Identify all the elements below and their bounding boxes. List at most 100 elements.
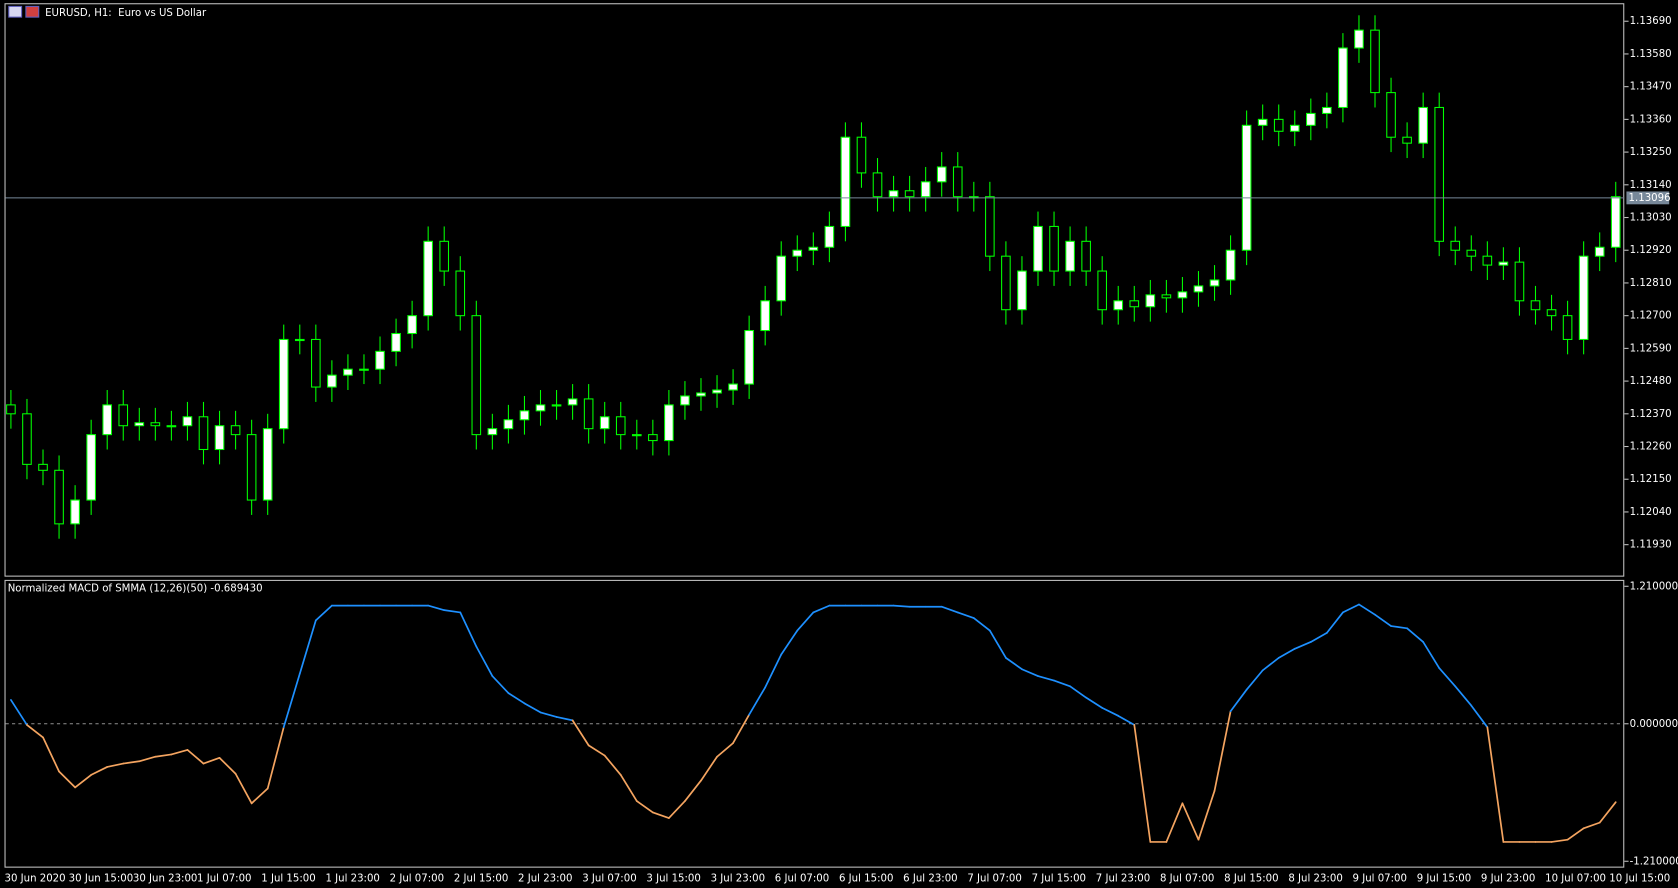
x-tick-label: 8 Jul 15:00 xyxy=(1224,873,1278,884)
indicator-segment xyxy=(74,774,93,789)
symbol-icon xyxy=(8,5,40,18)
candle-body xyxy=(1145,294,1156,308)
indicator-segment xyxy=(218,757,237,775)
candle-body xyxy=(1097,270,1108,311)
candle-body xyxy=(1177,291,1188,299)
candle-body xyxy=(455,270,466,317)
x-tick-label: 1 Jul 23:00 xyxy=(325,873,379,884)
indicator-segment xyxy=(443,609,462,614)
x-tick-label: 7 Jul 15:00 xyxy=(1032,873,1086,884)
candle-body xyxy=(1562,315,1573,340)
candle-body xyxy=(1402,136,1412,144)
indicator-segment xyxy=(1261,657,1280,672)
indicator-segment xyxy=(1422,641,1441,669)
indicator-segment xyxy=(202,757,221,765)
y-tick-label: 1.13030 xyxy=(1630,213,1672,224)
candle-body xyxy=(471,315,482,436)
indicator-segment xyxy=(1085,696,1104,709)
candle-body xyxy=(856,136,867,174)
indicator-segment xyxy=(10,699,28,726)
candle-body xyxy=(1273,118,1284,132)
indicator-segment xyxy=(1117,714,1136,726)
candle-body xyxy=(648,434,658,442)
indicator-segment xyxy=(1438,667,1457,688)
indicator-segment xyxy=(1101,707,1120,717)
indicator-segment xyxy=(154,753,173,758)
candle-body xyxy=(680,395,690,406)
candle-body xyxy=(150,422,161,427)
candle-body xyxy=(744,329,754,385)
indicator-segment xyxy=(972,617,991,632)
indicator-segment xyxy=(90,766,109,776)
y-tick-label: 1.13360 xyxy=(1630,114,1672,125)
y-tick-label: 1.13140 xyxy=(1630,180,1672,191)
x-tick-label: 6 Jul 15:00 xyxy=(839,873,893,884)
indicator-segment xyxy=(748,686,767,716)
candle-body xyxy=(1386,92,1396,138)
candle-body xyxy=(760,300,770,332)
indicator-title: Normalized MACD of SMMA (12,26)(50) -0.6… xyxy=(8,583,263,594)
indicator-segment xyxy=(988,629,1007,659)
x-tick-label: 2 Jul 07:00 xyxy=(390,873,444,884)
x-tick-label: 2 Jul 23:00 xyxy=(518,873,572,884)
x-tick-label: 30 Jun 15:00 xyxy=(69,873,134,884)
indicator-segment xyxy=(1213,710,1232,792)
indicator-segment xyxy=(956,611,975,619)
main-panel xyxy=(4,3,1625,577)
candle-body xyxy=(166,425,177,428)
candle-body xyxy=(375,350,385,370)
candle-body xyxy=(792,249,803,257)
y-tick-label: 1.13470 xyxy=(1630,82,1672,93)
candle-body xyxy=(583,398,594,430)
candle-body xyxy=(278,338,289,430)
candle-body xyxy=(872,172,883,198)
indicator-segment xyxy=(250,787,269,805)
candle-body xyxy=(1209,279,1220,287)
indicator-segment xyxy=(940,605,959,614)
candle-body xyxy=(54,469,64,525)
indicator-segment xyxy=(186,749,205,765)
x-tick-label: 6 Jul 07:00 xyxy=(775,873,829,884)
candle-body xyxy=(294,338,305,342)
x-tick-label: 6 Jul 23:00 xyxy=(903,873,957,884)
candle-body xyxy=(1482,255,1493,266)
x-tick-label: 7 Jul 23:00 xyxy=(1096,873,1150,884)
indicator-segment xyxy=(475,645,494,677)
indicator-segment xyxy=(796,611,815,632)
y-tick-label: 1.11930 xyxy=(1630,540,1672,551)
candle-body xyxy=(1161,294,1172,299)
candle-body xyxy=(615,416,626,436)
y-tick-label: 1.12810 xyxy=(1630,278,1672,289)
indicator-segment xyxy=(298,619,317,675)
candle-body xyxy=(1017,270,1027,311)
candle-body xyxy=(1354,29,1364,49)
indicator-segment xyxy=(1133,724,1152,843)
x-tick-label: 9 Jul 15:00 xyxy=(1417,873,1471,884)
candle-body xyxy=(535,404,546,412)
y-tick-label: 1.12480 xyxy=(1630,376,1672,387)
candle-body xyxy=(1129,300,1140,308)
indicator-segment xyxy=(42,736,60,773)
candle-body xyxy=(1370,29,1380,94)
indicator-segment xyxy=(1245,669,1264,691)
indicator-segment xyxy=(507,692,526,705)
indicator-segment xyxy=(1053,679,1071,688)
candle-body xyxy=(182,416,193,427)
y-tick-label: 1.13690 xyxy=(1630,16,1672,27)
candle-body xyxy=(808,246,819,251)
indicator-segment xyxy=(138,755,157,763)
candle-body xyxy=(1049,225,1059,272)
indicator-segment xyxy=(1390,625,1408,630)
candle-body xyxy=(936,166,947,183)
indicator-segment xyxy=(892,604,911,608)
candle-body xyxy=(343,368,353,376)
y-tick-label: 1.12040 xyxy=(1630,507,1672,518)
candle-body xyxy=(1434,106,1445,242)
indicator-segment xyxy=(58,770,76,789)
indicator-segment xyxy=(684,779,702,802)
indicator-segment xyxy=(1229,688,1248,713)
candle-body xyxy=(118,404,129,427)
x-tick-label: 9 Jul 23:00 xyxy=(1481,873,1535,884)
x-tick-label: 9 Jul 07:00 xyxy=(1353,873,1407,884)
